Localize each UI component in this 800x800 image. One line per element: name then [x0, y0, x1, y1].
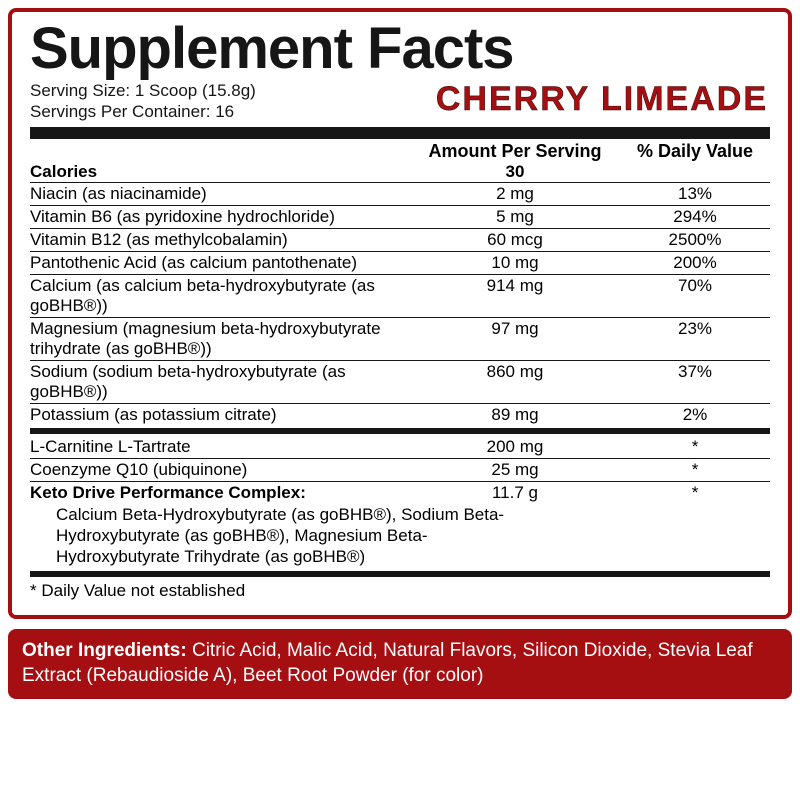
complex-row: Keto Drive Performance Complex: 11.7 g *	[30, 482, 770, 504]
nutrient-name: L-Carnitine L-Tartrate	[30, 437, 410, 457]
nutrient-dv: *	[620, 460, 770, 480]
divider-thick	[30, 127, 770, 139]
flavor-badge: CHERRY LIMEADE	[436, 80, 768, 119]
col-amount-header: Amount Per Serving	[410, 141, 620, 162]
nutrient-name: Vitamin B6 (as pyridoxine hydrochloride)	[30, 207, 410, 227]
nutrient-dv: 70%	[620, 276, 770, 296]
divider-medium	[30, 428, 770, 434]
table-row: Niacin (as niacinamide)2 mg13%	[30, 183, 770, 206]
table-row: Calcium (as calcium beta-hydroxybutyrate…	[30, 275, 770, 318]
nutrient-table-2: L-Carnitine L-Tartrate200 mg*Coenzyme Q1…	[30, 436, 770, 482]
calories-value: 30	[410, 162, 620, 182]
other-ingredients-label: Other Ingredients:	[22, 640, 187, 661]
nutrient-dv: 2%	[620, 405, 770, 425]
nutrient-amount: 60 mcg	[410, 230, 620, 250]
nutrient-amount: 200 mg	[410, 437, 620, 457]
nutrient-amount: 89 mg	[410, 405, 620, 425]
nutrient-dv: 200%	[620, 253, 770, 273]
table-row: L-Carnitine L-Tartrate200 mg*	[30, 436, 770, 459]
nutrient-amount: 914 mg	[410, 276, 620, 296]
table-row: Sodium (sodium beta-hydroxybutyrate (as …	[30, 361, 770, 404]
other-ingredients-panel: Other Ingredients: Citric Acid, Malic Ac…	[8, 629, 792, 698]
supplement-facts-panel: Supplement Facts CHERRY LIMEADE Serving …	[8, 8, 792, 619]
nutrient-name: Pantothenic Acid (as calcium pantothenat…	[30, 253, 410, 273]
document-root: Supplement Facts CHERRY LIMEADE Serving …	[0, 0, 800, 800]
complex-amount: 11.7 g	[410, 483, 620, 503]
table-row: Coenzyme Q10 (ubiquinone)25 mg*	[30, 459, 770, 482]
complex-name: Keto Drive Performance Complex:	[30, 483, 410, 503]
nutrient-name: Potassium (as potassium citrate)	[30, 405, 410, 425]
nutrient-name: Coenzyme Q10 (ubiquinone)	[30, 460, 410, 480]
nutrient-name: Magnesium (magnesium beta-hydroxybutyrat…	[30, 319, 410, 359]
table-row: Potassium (as potassium citrate)89 mg2%	[30, 404, 770, 426]
divider-medium-2	[30, 571, 770, 577]
calories-label: Calories	[30, 162, 410, 182]
dv-footnote: * Daily Value not established	[30, 581, 770, 601]
table-row: Magnesium (magnesium beta-hydroxybutyrat…	[30, 318, 770, 361]
nutrient-amount: 25 mg	[410, 460, 620, 480]
nutrient-amount: 860 mg	[410, 362, 620, 382]
table-row: Pantothenic Acid (as calcium pantothenat…	[30, 252, 770, 275]
nutrient-amount: 5 mg	[410, 207, 620, 227]
nutrient-dv: 13%	[620, 184, 770, 204]
nutrient-name: Vitamin B12 (as methylcobalamin)	[30, 230, 410, 250]
calories-row: Calories 30	[30, 162, 770, 183]
nutrient-dv: 37%	[620, 362, 770, 382]
panel-title: Supplement Facts	[30, 20, 770, 78]
nutrient-name: Niacin (as niacinamide)	[30, 184, 410, 204]
nutrient-amount: 10 mg	[410, 253, 620, 273]
col-dv-header: % Daily Value	[620, 141, 770, 162]
nutrient-dv: 2500%	[620, 230, 770, 250]
nutrient-amount: 97 mg	[410, 319, 620, 339]
nutrient-dv: 23%	[620, 319, 770, 339]
complex-dv: *	[620, 483, 770, 503]
column-header-row: Amount Per Serving % Daily Value	[30, 141, 770, 162]
table-row: Vitamin B12 (as methylcobalamin)60 mcg25…	[30, 229, 770, 252]
nutrient-amount: 2 mg	[410, 184, 620, 204]
complex-detail: Calcium Beta-Hydroxybutyrate (as goBHB®)…	[30, 504, 510, 568]
nutrient-name: Calcium (as calcium beta-hydroxybutyrate…	[30, 276, 410, 316]
nutrient-table-1: Niacin (as niacinamide)2 mg13%Vitamin B6…	[30, 183, 770, 426]
nutrient-name: Sodium (sodium beta-hydroxybutyrate (as …	[30, 362, 410, 402]
nutrient-dv: 294%	[620, 207, 770, 227]
nutrient-dv: *	[620, 437, 770, 457]
table-row: Vitamin B6 (as pyridoxine hydrochloride)…	[30, 206, 770, 229]
